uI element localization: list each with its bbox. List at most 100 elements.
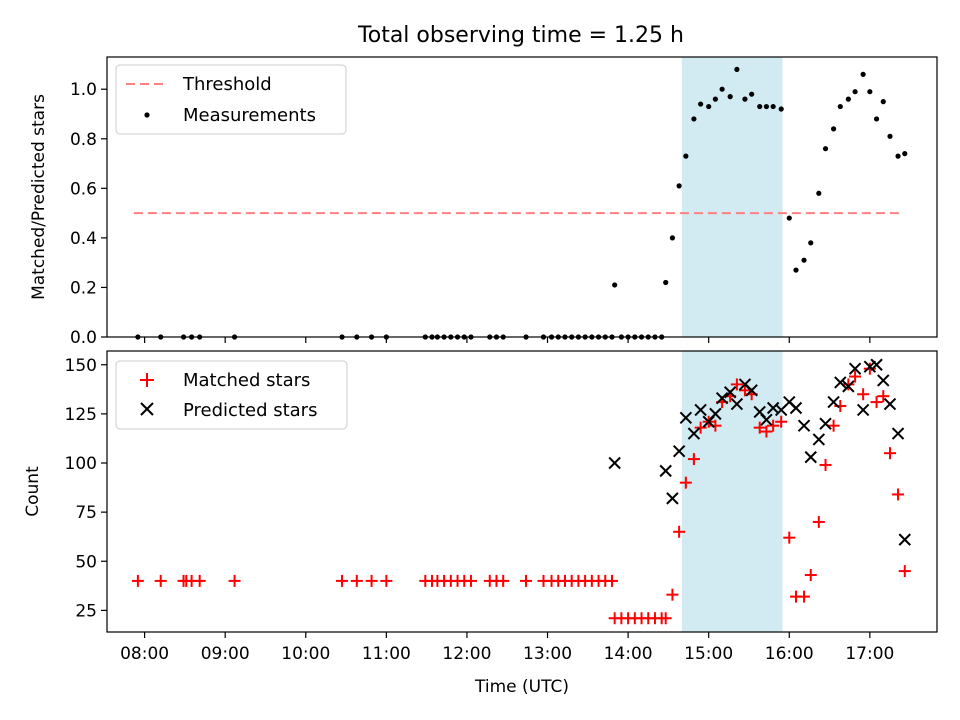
bottom-y-ticks: 25 50 75 100 125 150 (65, 356, 107, 621)
bottom-axes-frame (106, 350, 938, 633)
predicted-star-point (666, 492, 679, 505)
threshold-legend-label: Threshold (182, 74, 272, 95)
y-tick-label: 1.0 (70, 80, 97, 100)
y-tick-label: 0.8 (70, 130, 97, 150)
matched-legend-label: Matched stars (183, 370, 310, 391)
top-axes-frame (106, 56, 938, 338)
measurement-point (852, 89, 858, 95)
measurement-point (683, 153, 689, 159)
matched-star-point (659, 612, 672, 625)
matched-star-point (819, 458, 832, 471)
bottom-x-ticks: 08:00 09:00 10:00 11:00 12:00 13:00 14:00 15:00… (120, 632, 894, 664)
x-tick-label: 13:00 (523, 644, 572, 664)
measurement-point (612, 282, 618, 288)
matched-star-point (877, 390, 890, 403)
measurement-point (734, 66, 740, 72)
predicted-star-point (891, 427, 905, 440)
matched-star-point (520, 574, 533, 587)
matched-star-point (497, 574, 510, 587)
measurement-point (742, 96, 748, 102)
y-tick-label: 0.6 (70, 179, 97, 199)
y-tick-label: 125 (65, 405, 97, 425)
bottom-y-axis-label: Count (23, 466, 43, 517)
predicted-star-point (819, 417, 832, 430)
measurement-point (712, 96, 718, 102)
matched-star-point (193, 574, 206, 587)
x-tick-label: 09:00 (201, 644, 250, 664)
matched-star-point (605, 574, 618, 587)
matched-star-point (870, 396, 883, 409)
matched-star-point (767, 419, 780, 432)
measurement-point (837, 103, 843, 110)
predicted-star-point (709, 407, 722, 421)
matched-star-point (753, 421, 766, 434)
measurement-point (816, 190, 822, 196)
matched-star-point (679, 476, 692, 489)
measurement-point (757, 103, 763, 110)
matched-star-point (898, 565, 911, 578)
x-tick-label: 11:00 (362, 644, 411, 664)
measurement-point (867, 89, 873, 95)
measurement-point (801, 257, 807, 263)
matched-star-point (892, 488, 905, 501)
matched-star-point (827, 419, 840, 432)
top-y-axis-label: Matched/Predicted stars (29, 94, 49, 300)
bottom-panel: 25 50 75 100 125 150 08:00 09:00 10:00 11:00 12:0… (23, 350, 938, 697)
y-tick-label: 100 (65, 454, 97, 474)
matched-star-point (365, 574, 378, 587)
matched-star-point (666, 588, 679, 601)
y-tick-label: 150 (65, 356, 97, 376)
measurement-point (895, 153, 901, 159)
matched-star-point (798, 590, 811, 603)
predicted-star-point (856, 403, 870, 417)
matched-star-point (783, 531, 796, 544)
measurement-point (808, 240, 814, 246)
predicted-star-point (687, 427, 701, 440)
measurement-point (880, 99, 886, 105)
top-legend: Threshold Measurements (115, 64, 347, 135)
x-tick-label: 08:00 (120, 644, 169, 664)
measurement-point (860, 71, 866, 77)
matched-star-point (842, 378, 855, 391)
predicted-star-point (797, 419, 811, 432)
x-axis-label: Time (UTC) (474, 677, 569, 697)
x-tick-label: 10:00 (281, 644, 330, 664)
x-tick-label: 15:00 (684, 644, 733, 664)
top-panel: 0.0 0.2 0.4 0.6 0.8 1.0 Matched/Predicted sta… (29, 56, 938, 348)
matched-star-point (730, 378, 743, 391)
y-tick-label: 0.2 (70, 278, 97, 298)
matched-star-point (131, 574, 144, 587)
matched-star-point (760, 425, 773, 438)
measurement-point (749, 91, 755, 97)
predicted-star-point (694, 403, 707, 417)
bottom-highlight-span (681, 351, 783, 632)
matched-star-point (228, 574, 241, 587)
y-tick-label: 0.0 (70, 328, 97, 348)
predicted-legend-marker (140, 402, 154, 416)
matched-star-point (857, 388, 870, 401)
measurement-point (727, 94, 733, 100)
measurement-points (135, 66, 908, 340)
bottom-legend-box (115, 360, 348, 430)
predicted-star-point (715, 391, 729, 405)
measurement-point (778, 106, 784, 112)
matched-star-point (380, 574, 393, 587)
predicted-star-point (804, 450, 817, 464)
matched-star-point (464, 574, 477, 587)
measurement-point (669, 235, 676, 241)
x-tick-label: 12:00 (442, 644, 491, 664)
bottom-legend: Matched stars Predicted stars (115, 360, 348, 430)
measurement-point (887, 133, 893, 139)
predicted-star-point (679, 411, 693, 425)
top-y-ticks: 0.0 0.2 0.4 0.6 0.8 1.0 (70, 80, 107, 348)
matched-star-point (738, 384, 751, 397)
top-highlight-span (681, 57, 783, 337)
measurements-legend-label: Measurements (183, 105, 316, 126)
measurement-point (719, 86, 725, 92)
predicted-star-point (848, 362, 862, 375)
predicted-legend-label: Predicted stars (183, 400, 317, 421)
count-points (131, 358, 911, 625)
matched-legend-marker (140, 373, 154, 387)
y-tick-label: 50 (75, 552, 97, 572)
